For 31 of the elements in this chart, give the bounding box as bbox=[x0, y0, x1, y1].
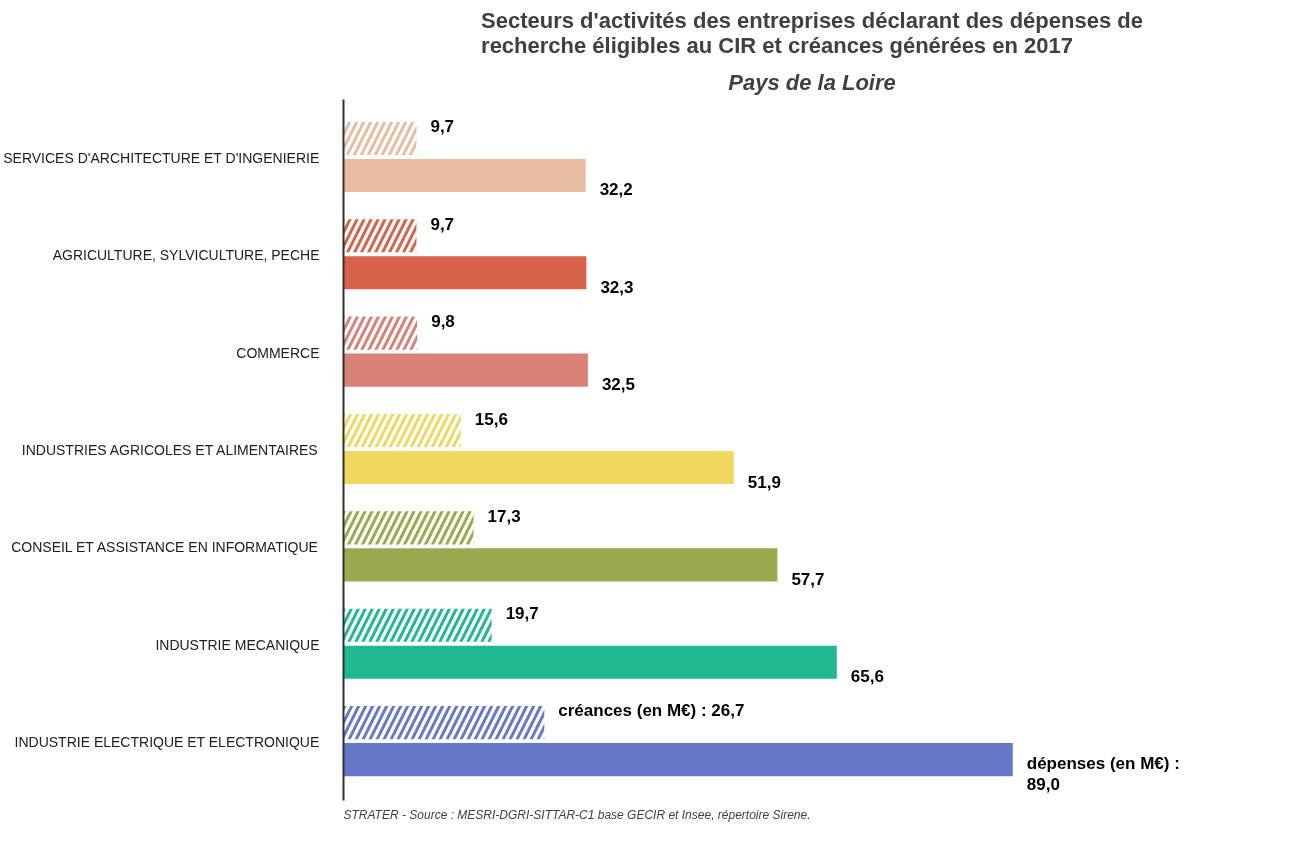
y-tick-label: INDUSTRIES AGRICOLES ET ALIMENTAIRES bbox=[21, 442, 318, 458]
bar bbox=[343, 743, 1013, 777]
data-label: 57,7 bbox=[791, 569, 825, 589]
data-label: 19,7 bbox=[505, 604, 539, 624]
y-tick-label: COMMERCE bbox=[236, 344, 320, 361]
data-label: 9,7 bbox=[430, 117, 455, 137]
y-tick-label: SERVICES D'ARCHITECTURE ET D'INGENIERIE bbox=[3, 149, 320, 166]
bar bbox=[343, 548, 778, 582]
bar bbox=[343, 450, 734, 485]
bar bbox=[343, 256, 587, 290]
bar bbox=[343, 645, 837, 679]
y-tick-label: AGRICULTURE, SYLVICULTURE, PECHE bbox=[52, 247, 320, 264]
y-tick-label: CONSEIL ET ASSISTANCE EN INFORMATIQUE bbox=[11, 539, 318, 556]
y-tick-label: INDUSTRIE ELECTRIQUE ET ELECTRONIQUE bbox=[14, 734, 320, 751]
chart-subtitle: Pays de la Loire bbox=[728, 69, 896, 95]
data-label: dépenses (en M€) : 89,0 bbox=[1026, 754, 1180, 794]
data-label: 51,9 bbox=[747, 472, 781, 492]
data-label: 9,8 bbox=[431, 312, 455, 332]
data-label: 17,3 bbox=[487, 506, 521, 526]
bar bbox=[343, 158, 586, 192]
data-label: 65,6 bbox=[850, 667, 884, 687]
data-label: 32,5 bbox=[601, 375, 635, 395]
data-label: 9,7 bbox=[430, 214, 455, 234]
data-label: 32,2 bbox=[599, 180, 633, 200]
bar bbox=[343, 353, 588, 387]
data-label: 32,3 bbox=[600, 277, 634, 297]
text: STRATER - Source : MESRI-DGRI-SITTAR-C1 base GECIR et Insee, répertoire Sirene. bbox=[343, 807, 811, 822]
data-label: créances (en M€) : 26,7 bbox=[558, 701, 745, 721]
data-label: 15,6 bbox=[474, 409, 508, 429]
y-tick-label: INDUSTRIE MECANIQUE bbox=[155, 636, 320, 653]
chart-title: Secteurs d'activités des entreprises déclarant des dépenses de recherche éligibles au CIR et créances générées en 2017 bbox=[481, 7, 1143, 58]
